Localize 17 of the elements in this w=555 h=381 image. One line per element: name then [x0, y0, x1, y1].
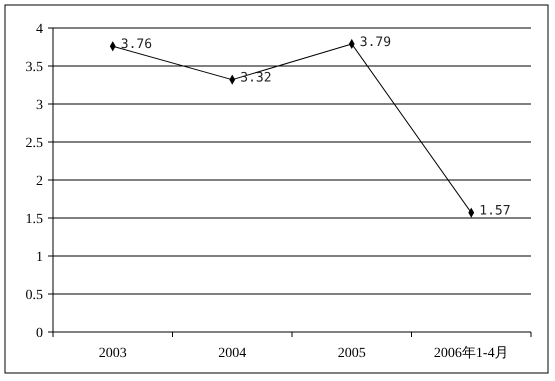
- data-label: 3.79: [360, 34, 392, 50]
- data-label: 3.76: [120, 37, 152, 52]
- y-tick-label: 3.5: [26, 60, 43, 75]
- y-tick-label: 2.5: [26, 136, 43, 151]
- x-tick-label: 2006年1-4月: [434, 345, 509, 361]
- y-tick-label: 1: [36, 250, 43, 265]
- data-label: 1.57: [479, 204, 511, 219]
- y-tick-label: 0: [36, 326, 43, 341]
- y-tick-label: 4: [36, 22, 43, 37]
- x-tick-label: 2005: [338, 346, 366, 361]
- x-tick-label: 2004: [218, 346, 246, 361]
- y-tick-label: 2: [36, 174, 43, 189]
- y-tick-label: 0.5: [26, 288, 43, 303]
- y-tick-label: 1.5: [26, 212, 43, 227]
- y-tick-label: 3: [36, 98, 43, 113]
- x-tick-label: 2003: [98, 346, 127, 361]
- data-label: 3.32: [240, 70, 272, 86]
